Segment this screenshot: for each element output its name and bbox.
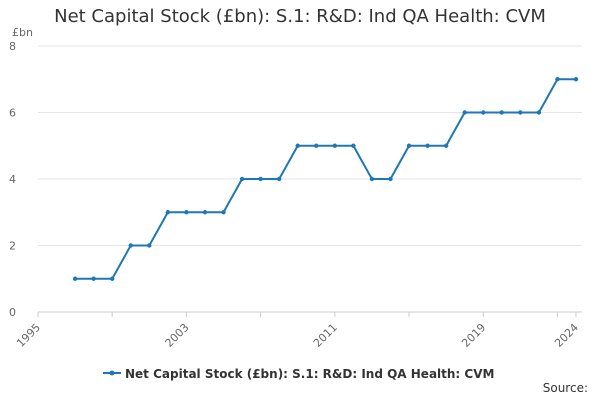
data-point[interactable] (499, 110, 504, 115)
series-line (75, 78, 576, 280)
data-point[interactable] (202, 210, 208, 215)
data-point[interactable] (184, 210, 189, 215)
data-point[interactable] (481, 110, 486, 115)
data-point[interactable] (388, 176, 393, 182)
y-tick-label: 4 (9, 173, 16, 186)
data-point[interactable] (72, 276, 78, 281)
data-point[interactable] (443, 143, 449, 148)
source-label: Source: (542, 381, 588, 395)
y-tick-label: 8 (9, 40, 16, 53)
legend-series-label: Net Capital Stock (£bn): S.1: R&D: Ind Q… (125, 367, 494, 381)
x-tick-label: 2003 (163, 321, 192, 350)
data-point[interactable] (221, 210, 226, 215)
data-point[interactable] (425, 143, 430, 148)
data-point[interactable] (91, 276, 96, 281)
data-point[interactable] (110, 276, 115, 281)
x-axis: 1995 2003 2011 2019 2024 (14, 312, 581, 350)
data-point[interactable] (276, 176, 282, 182)
data-point[interactable] (369, 176, 375, 182)
data-point[interactable] (332, 143, 338, 148)
data-point[interactable] (239, 176, 245, 182)
data-point[interactable] (147, 243, 152, 248)
data-point[interactable] (536, 110, 542, 115)
x-tick-label: 1995 (14, 321, 43, 350)
y-tick-label: 6 (9, 107, 16, 120)
y-tick-label: 2 (9, 240, 16, 253)
x-tick-label: 2019 (459, 321, 488, 350)
data-point[interactable] (314, 143, 319, 148)
data-point[interactable] (295, 143, 300, 148)
chart-title: Net Capital Stock (£bn): S.1: R&D: Ind Q… (54, 6, 546, 27)
x-tick-label: 2011 (311, 321, 340, 350)
y-axis: 0 2 4 6 8 (9, 40, 16, 319)
data-point[interactable] (258, 176, 263, 182)
grid-lines (38, 45, 582, 313)
data-point[interactable] (573, 77, 579, 82)
data-point[interactable] (165, 210, 171, 215)
series-group (72, 77, 579, 281)
data-point[interactable] (351, 143, 356, 148)
y-axis-unit-label: £bn (12, 26, 33, 39)
legend[interactable]: Net Capital Stock (£bn): S.1: R&D: Ind Q… (103, 367, 494, 381)
legend-series-marker (109, 370, 115, 376)
x-tick-label: 2024 (552, 321, 581, 350)
data-point[interactable] (518, 110, 523, 115)
data-point[interactable] (462, 110, 467, 115)
data-point[interactable] (555, 77, 560, 82)
data-point[interactable] (406, 143, 412, 148)
data-point[interactable] (128, 243, 133, 248)
y-tick-label: 0 (9, 306, 16, 319)
